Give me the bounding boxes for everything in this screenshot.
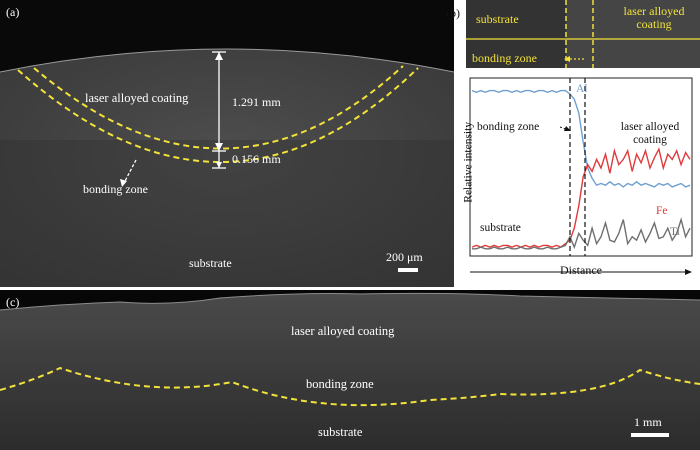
surface-highlight: [0, 48, 454, 73]
substrate-shade: [0, 140, 454, 287]
outer-dashed-boundary: [17, 67, 419, 163]
panel-a-micrograph: (a) laser alloyed coating 1.291 mm 0.156…: [0, 0, 454, 287]
panel-c-image: [0, 290, 700, 450]
scalebar-c-label: 1 mm: [634, 415, 662, 429]
coating-label-c: laser alloyed coating: [291, 324, 395, 338]
surface-highlight-c: [0, 292, 700, 311]
coating-region-c: [0, 293, 700, 450]
bonding-dashed-boundary: [0, 366, 700, 407]
inner-dashed-boundary: [33, 65, 404, 150]
thickness-bonding-label: 0.156 mm: [232, 152, 281, 166]
series-line-fe: [471, 147, 691, 248]
thickness-coating-label: 1.291 mm: [232, 95, 281, 109]
chart-coating-label: laser alloyed coating: [620, 121, 680, 146]
coating-region: [0, 49, 454, 287]
series-line-ti: [472, 217, 691, 250]
y-axis-label: Relative intensity: [462, 121, 475, 203]
bonding-pointer: [123, 159, 137, 184]
panel-a-tag: (a): [6, 5, 20, 19]
coating-label-a: laser alloyed coating: [85, 91, 189, 105]
panel-b-micrograph: (b) substrate laser alloyed coating bond…: [466, 0, 700, 68]
series-line-al: [471, 89, 691, 188]
series-label-fe: Fe: [656, 205, 668, 217]
panel-a-image: [0, 0, 454, 287]
micro-substrate-label: substrate: [476, 12, 519, 26]
series-label-ti: Ti: [670, 226, 680, 238]
series-label-al: Al: [576, 83, 588, 95]
panel-b-tag-label: (b): [446, 6, 460, 20]
substrate-label-a: substrate: [189, 256, 232, 270]
chart-substrate-label: substrate: [480, 222, 521, 234]
scalebar-c: [631, 433, 669, 437]
substrate-label-c: substrate: [318, 425, 363, 439]
panel-b-chart: Relative intensity Distance bonding zone…: [460, 74, 700, 280]
x-axis-label: Distance: [560, 263, 602, 277]
panel-c-micrograph: (c) laser alloyed coating bonding zone s…: [0, 290, 700, 450]
scalebar-a: [398, 268, 418, 272]
micro-bonding-label: bonding zone: [472, 51, 537, 65]
micro-coating-label: laser alloyed coating: [623, 4, 685, 31]
chart-bonding-arrow: [559, 126, 569, 131]
intensity-chart: [469, 77, 693, 275]
scalebar-a-label: 200 μm: [386, 250, 423, 264]
chart-bonding-label: bonding zone: [477, 121, 540, 133]
bonding-label-a: bonding zone: [83, 182, 148, 196]
bonding-label-c: bonding zone: [306, 377, 374, 391]
panel-c-tag: (c): [6, 295, 20, 309]
panel-b-strip-image: [466, 0, 700, 68]
